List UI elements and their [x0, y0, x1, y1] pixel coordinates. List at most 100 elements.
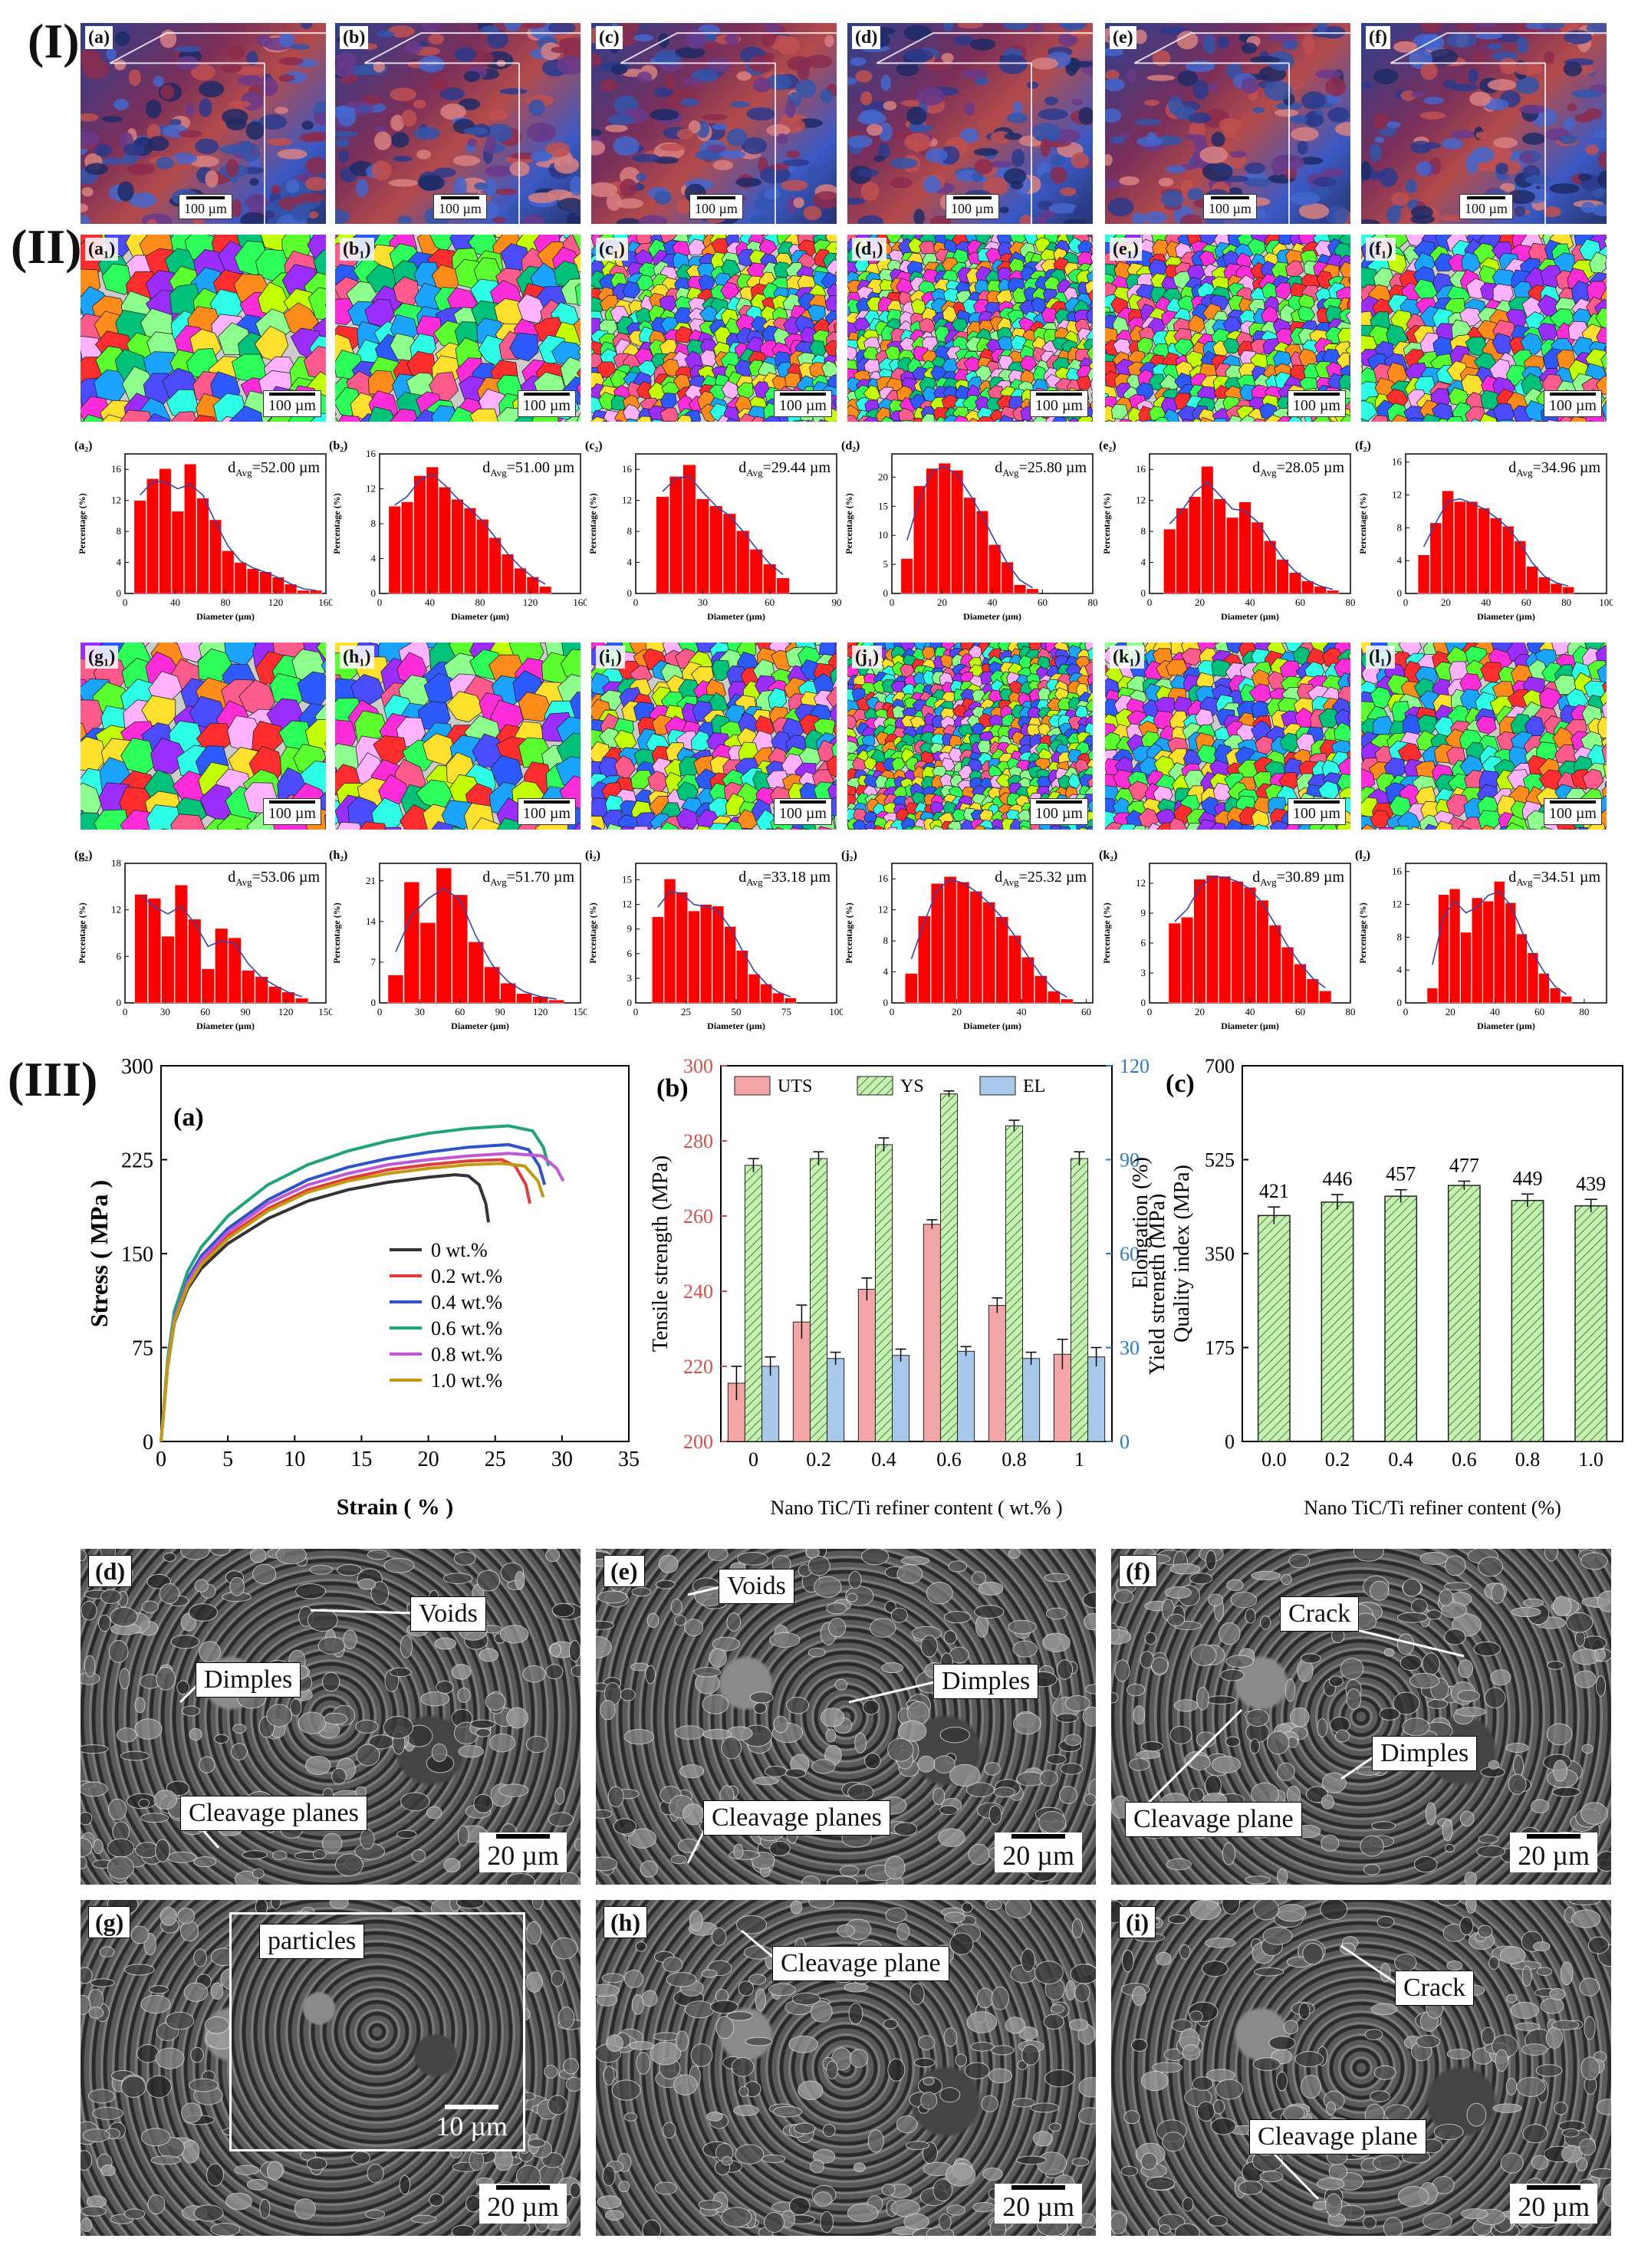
panel-label: (h₁) — [340, 646, 374, 669]
grain-blob — [1567, 103, 1577, 112]
grain-blob — [969, 38, 996, 51]
grain — [931, 824, 944, 830]
grain-blob — [1514, 205, 1526, 217]
grain-blob — [238, 74, 263, 86]
grain-blob — [548, 23, 576, 35]
grain — [1228, 415, 1244, 422]
grain — [973, 824, 985, 830]
grain — [390, 408, 419, 422]
grain — [1295, 733, 1317, 753]
grain-blob — [463, 71, 480, 83]
grain-blob — [102, 116, 123, 123]
x-axis-label: Diameter (µm) — [707, 611, 765, 622]
grain-blob — [1048, 202, 1078, 214]
grain-blob — [1465, 153, 1479, 174]
grain-blob — [570, 176, 581, 196]
x-tick-label: 0 — [123, 597, 128, 608]
grain — [1058, 826, 1071, 830]
grain-blob — [1243, 178, 1271, 187]
grain — [1090, 400, 1093, 413]
y-tick-label: 12 — [366, 483, 376, 495]
scale-bar-text: 100 µm — [439, 201, 482, 216]
grain — [1013, 419, 1024, 422]
histogram-bar — [159, 468, 172, 594]
y-tick-label: 0 — [627, 587, 633, 599]
grain — [1019, 355, 1038, 372]
grain-blob — [1264, 81, 1293, 101]
grain-blob — [377, 31, 395, 38]
grain — [1090, 252, 1093, 264]
ebsd-cube-panel: (e) 100 µm — [1105, 23, 1350, 224]
grain-blob — [522, 214, 545, 224]
grain-blob — [545, 141, 571, 158]
y-tick-label: 0 — [883, 587, 889, 599]
grain-blob — [704, 41, 717, 49]
histogram-bar — [1429, 522, 1442, 594]
grain-blob — [973, 148, 999, 156]
grain-blob — [1379, 167, 1398, 187]
plot-frame — [635, 453, 837, 594]
grain-blob — [1244, 162, 1266, 175]
grain-blob — [1495, 162, 1508, 175]
grain — [1603, 763, 1607, 779]
histogram-bar — [1454, 501, 1466, 594]
histogram-bar — [184, 463, 197, 594]
grain-blob — [141, 213, 173, 224]
histogram-bar — [963, 497, 976, 594]
cube-edge — [620, 32, 837, 64]
grain-blob — [680, 97, 699, 107]
y-tick-label: 5 — [883, 558, 889, 570]
grain — [564, 416, 581, 422]
grain — [847, 415, 859, 422]
grain — [699, 349, 718, 367]
grain-blob — [1423, 97, 1444, 105]
grain — [833, 398, 837, 409]
grain — [1090, 392, 1093, 400]
grain — [573, 251, 581, 273]
grain-blob — [883, 100, 897, 110]
grain-blob — [1563, 118, 1576, 130]
average-diameter-value: =25.80 µm — [1019, 459, 1087, 476]
y-tick-label: 8 — [1141, 525, 1146, 537]
grain-blob — [719, 150, 746, 159]
grain — [1001, 713, 1015, 727]
grain-map — [1361, 643, 1607, 830]
grain — [1057, 697, 1072, 711]
grain-blob — [1325, 77, 1347, 97]
grain — [1087, 776, 1093, 790]
histogram-bar — [451, 498, 464, 594]
grain — [976, 416, 994, 422]
histogram-bar — [234, 562, 247, 594]
grain-blob — [1515, 76, 1540, 94]
grain — [335, 792, 337, 796]
grain — [577, 348, 581, 357]
y-axis-label: Percentage (%) — [1357, 493, 1368, 554]
histogram-bar — [246, 568, 260, 594]
grain — [1340, 413, 1350, 422]
grain-blob — [1105, 78, 1125, 91]
grain — [161, 828, 170, 830]
histogram-bar — [1288, 572, 1301, 594]
grain-blob — [957, 23, 984, 29]
ebsd-map-panel: (d₁) 100 µm — [847, 235, 1093, 422]
grain — [1085, 699, 1093, 712]
scale-bar-line — [268, 800, 315, 804]
grain — [1604, 367, 1607, 376]
grain-blob — [499, 87, 528, 95]
grain-blob — [271, 185, 281, 195]
grain-blob — [467, 138, 477, 146]
grain-blob — [1563, 61, 1583, 77]
grain — [1446, 416, 1464, 422]
grain — [310, 413, 326, 422]
grain-blob — [277, 149, 308, 159]
grain-blob — [557, 55, 581, 75]
grain-blob — [941, 53, 954, 63]
grain — [1026, 419, 1034, 422]
histogram-bar — [439, 486, 452, 594]
grain — [1180, 647, 1204, 666]
grain-blob — [299, 133, 322, 143]
scale-bar-text: 100 µm — [522, 805, 571, 822]
grain-blob — [488, 109, 508, 120]
grain-blob — [1487, 79, 1517, 91]
grain — [1604, 261, 1607, 269]
